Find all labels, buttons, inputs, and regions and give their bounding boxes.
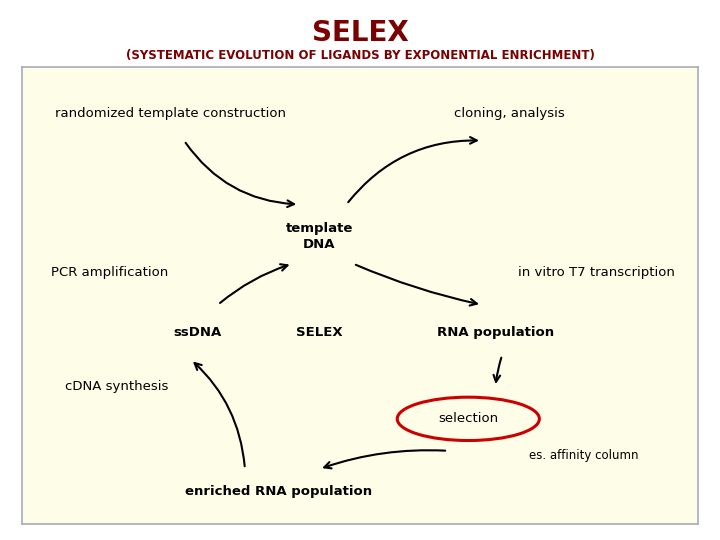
- Text: ssDNA: ssDNA: [174, 326, 222, 339]
- Text: enriched RNA population: enriched RNA population: [185, 485, 372, 498]
- Text: RNA population: RNA population: [437, 326, 554, 339]
- Text: cloning, analysis: cloning, analysis: [454, 106, 564, 120]
- Text: randomized template construction: randomized template construction: [55, 106, 286, 120]
- Text: template
DNA: template DNA: [286, 222, 353, 251]
- Text: in vitro T7 transcription: in vitro T7 transcription: [518, 266, 675, 279]
- Text: SELEX: SELEX: [296, 326, 343, 339]
- Text: es. affinity column: es. affinity column: [528, 449, 638, 462]
- Text: SELEX: SELEX: [312, 19, 408, 47]
- Text: selection: selection: [438, 413, 498, 426]
- Text: (SYSTEMATIC EVOLUTION OF LIGANDS BY EXPONENTIAL ENRICHMENT): (SYSTEMATIC EVOLUTION OF LIGANDS BY EXPO…: [125, 49, 595, 62]
- Text: PCR amplification: PCR amplification: [51, 266, 168, 279]
- Text: cDNA synthesis: cDNA synthesis: [65, 380, 168, 394]
